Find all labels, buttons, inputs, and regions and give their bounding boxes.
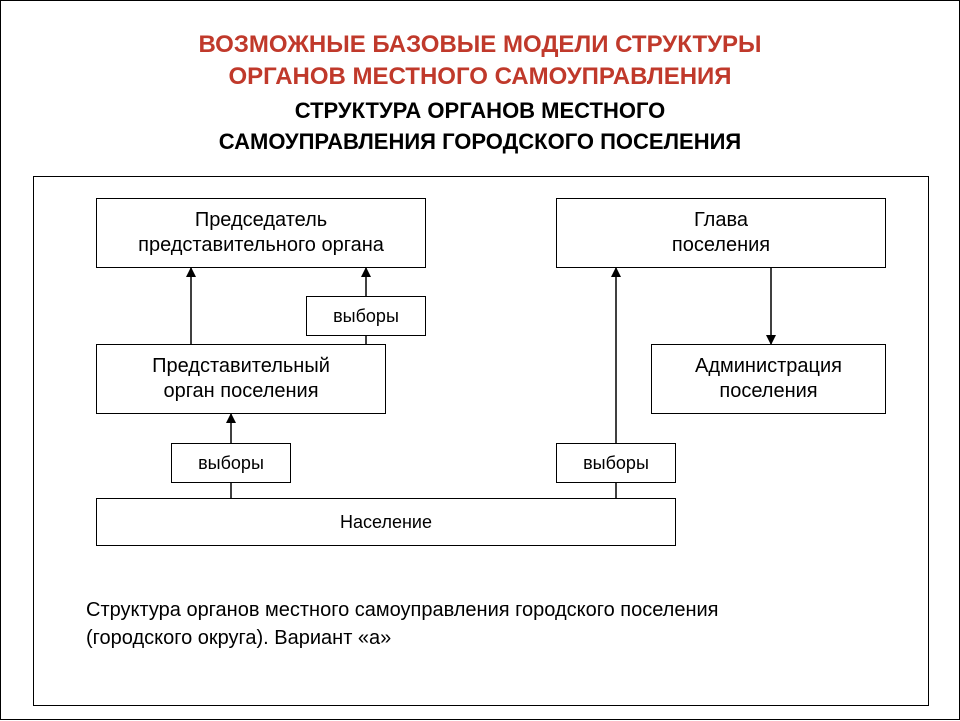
caption-line-2: (городского округа). Вариант «а» <box>86 627 391 649</box>
node-admin-label: Администрация поселения <box>695 354 842 404</box>
node-elections-3: выборы <box>556 443 676 483</box>
node-elections-2-label: выборы <box>198 452 264 475</box>
node-chairman: Председатель представительного органа <box>96 198 426 268</box>
page-canvas: ВОЗМОЖНЫЕ БАЗОВЫЕ МОДЕЛИ СТРУКТУРЫ ОРГАН… <box>0 0 960 720</box>
node-admin: Администрация поселения <box>651 344 886 414</box>
node-head: Глава поселения <box>556 198 886 268</box>
caption-text: Структура органов местного самоуправлени… <box>86 596 719 652</box>
node-elections-2: выборы <box>171 443 291 483</box>
node-population-label: Население <box>340 511 432 534</box>
node-elections-1-label: выборы <box>333 305 399 328</box>
node-rep-body: Представительный орган поселения <box>96 344 386 414</box>
title-line-1: ВОЗМОЖНЫЕ БАЗОВЫЕ МОДЕЛИ СТРУКТУРЫ <box>1 29 959 61</box>
node-chairman-label: Председатель представительного органа <box>138 208 384 258</box>
title-block: ВОЗМОЖНЫЕ БАЗОВЫЕ МОДЕЛИ СТРУКТУРЫ ОРГАН… <box>1 1 959 157</box>
title-line-3: СТРУКТУРА ОРГАНОВ МЕСТНОГО <box>1 96 959 126</box>
node-head-label: Глава поселения <box>672 208 770 258</box>
node-elections-1: выборы <box>306 296 426 336</box>
node-rep-body-label: Представительный орган поселения <box>152 354 330 404</box>
title-line-2: ОРГАНОВ МЕСТНОГО САМОУПРАВЛЕНИЯ <box>1 61 959 93</box>
title-line-4: САМОУПРАВЛЕНИЯ ГОРОДСКОГО ПОСЕЛЕНИЯ <box>1 127 959 157</box>
caption-line-1: Структура органов местного самоуправлени… <box>86 599 719 621</box>
node-elections-3-label: выборы <box>583 452 649 475</box>
node-population: Население <box>96 498 676 546</box>
